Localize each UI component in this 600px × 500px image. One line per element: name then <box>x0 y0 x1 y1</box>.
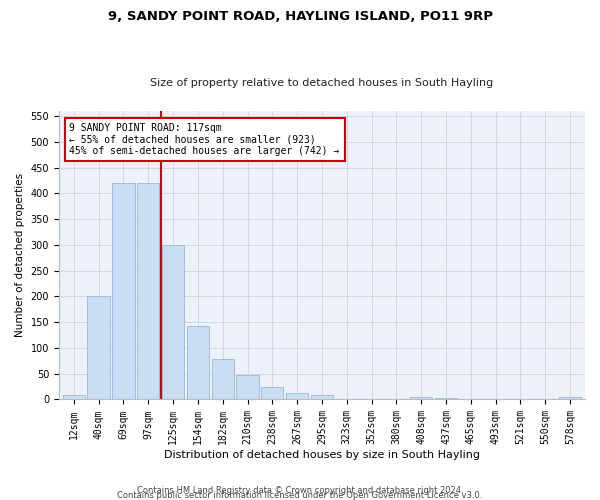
Bar <box>162 245 184 400</box>
Text: 9 SANDY POINT ROAD: 117sqm
← 55% of detached houses are smaller (923)
45% of sem: 9 SANDY POINT ROAD: 117sqm ← 55% of deta… <box>70 122 340 156</box>
Bar <box>435 398 457 400</box>
Bar <box>261 386 283 400</box>
Bar <box>286 394 308 400</box>
Y-axis label: Number of detached properties: Number of detached properties <box>15 173 25 338</box>
Bar <box>88 296 110 400</box>
Bar <box>410 397 433 400</box>
Bar <box>187 326 209 400</box>
Text: 9, SANDY POINT ROAD, HAYLING ISLAND, PO11 9RP: 9, SANDY POINT ROAD, HAYLING ISLAND, PO1… <box>107 10 493 23</box>
Bar <box>62 396 85 400</box>
Bar <box>112 183 134 400</box>
Bar <box>311 396 333 400</box>
Text: Contains public sector information licensed under the Open Government Licence v3: Contains public sector information licen… <box>118 490 482 500</box>
Bar <box>137 183 160 400</box>
Bar <box>212 360 234 400</box>
Text: Contains HM Land Registry data © Crown copyright and database right 2024.: Contains HM Land Registry data © Crown c… <box>137 486 463 495</box>
Bar <box>559 398 581 400</box>
X-axis label: Distribution of detached houses by size in South Hayling: Distribution of detached houses by size … <box>164 450 480 460</box>
Title: Size of property relative to detached houses in South Hayling: Size of property relative to detached ho… <box>151 78 494 88</box>
Bar <box>236 376 259 400</box>
